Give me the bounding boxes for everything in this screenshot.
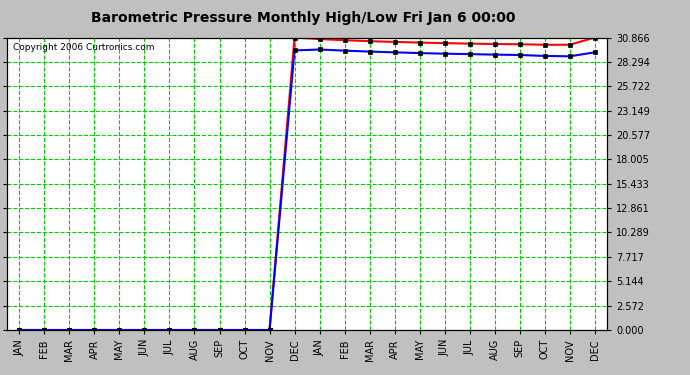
Text: Barometric Pressure Monthly High/Low Fri Jan 6 00:00: Barometric Pressure Monthly High/Low Fri… <box>91 11 516 25</box>
Text: Copyright 2006 Curtronics.com: Copyright 2006 Curtronics.com <box>13 44 155 52</box>
